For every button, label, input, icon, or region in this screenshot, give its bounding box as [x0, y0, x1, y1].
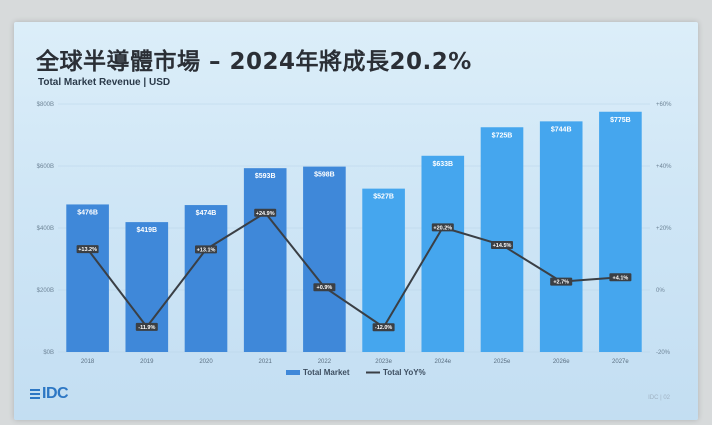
yoy-label-box [254, 208, 277, 217]
x-tick-label: 2027e [612, 359, 629, 365]
slide: 全球半導體市場 – 2024年將成長20.2% Total Market Rev… [14, 22, 698, 420]
bar-value-label: $593B [255, 173, 276, 180]
bar [599, 111, 642, 352]
idc-logo: IDC [42, 385, 69, 402]
bar-value-label: $633B [432, 161, 453, 168]
bar-value-label: $527B [373, 194, 394, 201]
left-tick-label: $600B [37, 164, 54, 170]
revenue-chart: $0B $200B $400B $600B $800B -20% 0% +20% +40% +6… [37, 102, 673, 377]
yoy-value-label: +2.7% [553, 280, 569, 286]
x-tick-label: 2022 [318, 359, 332, 365]
x-tick-label: 2024e [434, 359, 451, 365]
yoy-value-label: +24.9% [256, 211, 275, 217]
yoy-value-label: +4.1% [613, 275, 629, 281]
slide-footer: IDC | 02 [648, 395, 670, 401]
right-tick-label: +20% [656, 226, 672, 232]
yoy-label-box [550, 277, 573, 286]
yoy-label-box [135, 322, 158, 331]
yoy-label-box [609, 273, 632, 282]
bar-value-label: $598B [314, 172, 335, 179]
legend: Total Market Total YoY% [286, 368, 426, 377]
legend-label-total-market: Total Market [303, 368, 350, 377]
x-tick-label: 2021 [259, 359, 273, 365]
bar [539, 121, 583, 352]
legend-swatch-total-market [286, 370, 300, 375]
bar-labels: $476B $419B $474B $593B $598B $527B $633B $725B… [77, 117, 630, 234]
x-tick-label: 2023e [375, 359, 392, 365]
x-tick-label: 2020 [199, 359, 213, 365]
yoy-value-label: -11.9% [138, 325, 155, 331]
left-axis: $0B $200B $400B $600B $800B [37, 102, 54, 356]
yoy-label-box [431, 223, 454, 232]
yoy-label-box [491, 241, 513, 250]
bars [66, 111, 642, 352]
bar-value-label: $775B [610, 117, 631, 124]
right-tick-label: -20% [656, 350, 671, 356]
yoy-value-label: +13.2% [78, 247, 97, 253]
legend-label-yoy: Total YoY% [383, 368, 426, 377]
bar [480, 127, 524, 352]
left-tick-label: $400B [37, 226, 54, 232]
bar [66, 204, 109, 352]
left-tick-label: $200B [37, 288, 54, 294]
right-tick-label: 0% [656, 288, 665, 294]
yoy-label-box [195, 245, 217, 254]
x-axis: 2018 2019 2020 2021 2022 2023e 2024e 2025e 2026e… [81, 359, 629, 365]
yoy-value-label: +0.9% [317, 285, 333, 291]
bar [421, 155, 465, 352]
bar-value-label: $419B [136, 227, 157, 234]
x-tick-label: 2018 [81, 359, 95, 365]
left-tick-label: $0B [43, 350, 54, 356]
slide-title: 全球半導體市場 – 2024年將成長20.2% [36, 49, 472, 75]
idc-logo-mark [30, 389, 40, 401]
bar [184, 205, 228, 352]
yoy-value-label: +13.1% [197, 247, 216, 253]
left-tick-label: $800B [37, 102, 54, 108]
yoy-line [86, 211, 621, 329]
right-axis: -20% 0% +20% +40% +60% [656, 102, 672, 356]
slide-subtitle: Total Market Revenue | USD [38, 77, 171, 88]
yoy-value-label: +14.5% [493, 243, 512, 249]
right-tick-label: +40% [656, 164, 672, 170]
x-tick-label: 2026e [553, 359, 570, 365]
x-tick-label: 2025e [494, 359, 511, 365]
yoy-labels: +13.2% -11.9% +13.1% +24.9% +0.9% -12.0% +20.2… [76, 208, 632, 332]
bar-value-label: $474B [196, 210, 217, 217]
yoy-label-box [76, 245, 99, 254]
right-tick-label: +60% [656, 102, 672, 108]
bar [125, 222, 169, 352]
bar-value-label: $725B [492, 132, 513, 139]
yoy-value-label: +20.2% [433, 225, 452, 231]
yoy-label-box [372, 323, 395, 332]
yoy-label-box [313, 283, 336, 292]
bar [243, 168, 287, 352]
x-tick-label: 2019 [140, 359, 154, 365]
bar [303, 166, 346, 352]
bar-value-label: $744B [551, 126, 572, 133]
yoy-series-line [86, 211, 621, 329]
bar-value-label: $476B [77, 209, 98, 216]
yoy-value-label: -12.0% [375, 325, 393, 331]
